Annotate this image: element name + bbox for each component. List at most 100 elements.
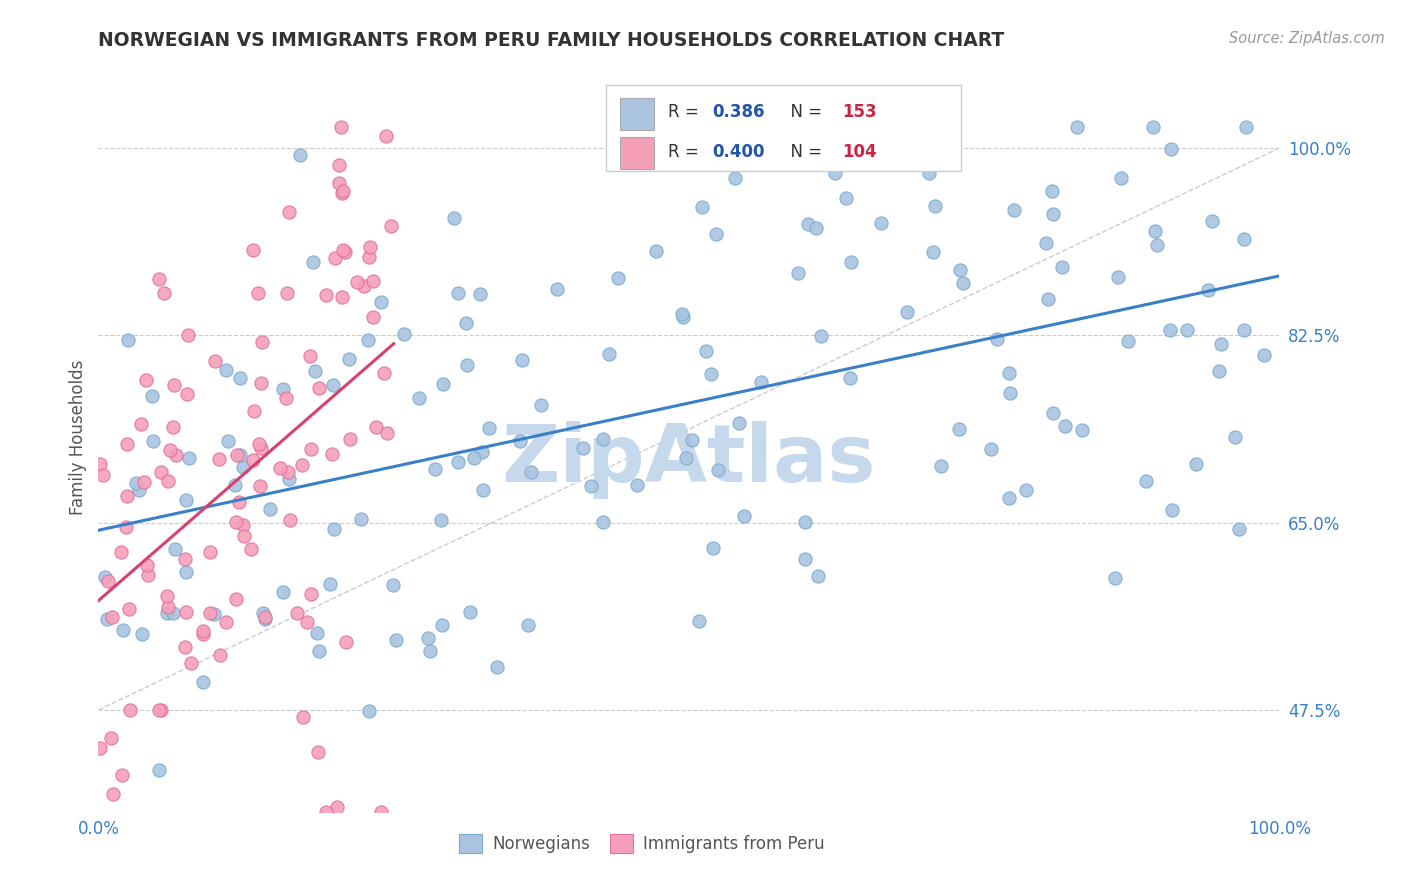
Point — [254, 610, 277, 624]
Point — [486, 660, 509, 674]
Point — [429, 513, 451, 527]
Legend: Norwegians, Immigrants from Peru: Norwegians, Immigrants from Peru — [451, 827, 831, 860]
Point — [208, 452, 231, 467]
Point — [1015, 483, 1038, 497]
Point — [728, 416, 751, 430]
Point — [468, 286, 491, 301]
Point — [1160, 142, 1182, 156]
Point — [295, 615, 318, 630]
Point — [787, 266, 810, 280]
Point — [929, 459, 952, 474]
Point — [463, 451, 485, 466]
Point — [198, 606, 221, 620]
Point — [291, 458, 314, 472]
Point — [793, 515, 815, 529]
Point — [419, 644, 441, 658]
Point — [1227, 522, 1250, 536]
Point — [546, 282, 568, 296]
Point — [285, 606, 308, 620]
Text: R =: R = — [668, 143, 703, 161]
Point — [101, 609, 124, 624]
Text: Source: ZipAtlas.com: Source: ZipAtlas.com — [1229, 31, 1385, 46]
Point — [156, 600, 179, 615]
Point — [259, 502, 281, 516]
Point — [361, 274, 384, 288]
Point — [695, 344, 717, 359]
Point — [471, 483, 494, 498]
Point — [288, 148, 311, 162]
Point — [179, 450, 201, 465]
Point — [225, 591, 247, 606]
Point — [1185, 457, 1208, 471]
Point — [224, 478, 246, 492]
Point — [308, 643, 330, 657]
Point — [253, 612, 276, 626]
Point — [249, 441, 271, 455]
Point — [215, 615, 238, 630]
Point — [226, 448, 249, 462]
Point — [111, 624, 134, 638]
Point — [471, 445, 494, 459]
Point — [702, 541, 724, 555]
Point — [749, 375, 772, 389]
Point — [626, 478, 648, 492]
Point — [131, 627, 153, 641]
Point — [242, 244, 264, 258]
Point — [998, 491, 1021, 505]
FancyBboxPatch shape — [606, 85, 960, 171]
Text: NORWEGIAN VS IMMIGRANTS FROM PERU FAMILY HOUSEHOLDS CORRELATION CHART: NORWEGIAN VS IMMIGRANTS FROM PERU FAMILY… — [98, 31, 1005, 50]
Point — [252, 606, 274, 620]
Point — [592, 432, 614, 446]
Point — [215, 362, 238, 376]
Point — [332, 185, 354, 199]
Point — [135, 373, 157, 387]
Point — [361, 310, 384, 324]
Point — [148, 702, 170, 716]
Text: 153: 153 — [842, 103, 877, 121]
Point — [156, 606, 179, 620]
Point — [228, 495, 250, 509]
Point — [302, 255, 325, 269]
Point — [1000, 385, 1022, 400]
Point — [380, 219, 402, 233]
Point — [1066, 120, 1088, 134]
Point — [233, 529, 256, 543]
FancyBboxPatch shape — [620, 137, 654, 169]
Point — [193, 624, 215, 639]
Point — [323, 252, 346, 266]
Point — [478, 420, 501, 434]
Point — [1050, 260, 1073, 274]
Point — [101, 787, 124, 801]
Point — [321, 447, 343, 461]
Point — [335, 635, 357, 649]
Point — [96, 611, 118, 625]
Point — [239, 542, 262, 557]
Point — [110, 544, 132, 558]
Point — [1146, 238, 1168, 252]
Point — [156, 589, 179, 603]
Point — [1135, 474, 1157, 488]
Text: N =: N = — [780, 143, 827, 161]
Point — [299, 442, 322, 457]
Point — [432, 376, 454, 391]
Point — [1161, 503, 1184, 517]
Point — [1042, 207, 1064, 221]
Point — [292, 710, 315, 724]
Point — [1144, 224, 1167, 238]
Point — [129, 417, 152, 432]
Point — [111, 768, 134, 782]
Point — [350, 512, 373, 526]
Point — [276, 391, 298, 405]
Text: R =: R = — [668, 103, 703, 121]
Point — [337, 351, 360, 366]
Point — [581, 478, 603, 492]
Point — [269, 461, 291, 475]
Point — [839, 371, 862, 385]
Point — [278, 513, 301, 527]
Point — [364, 420, 387, 434]
Point — [326, 800, 349, 814]
Point — [148, 272, 170, 286]
Point — [142, 434, 165, 449]
Point — [1070, 423, 1092, 437]
Point — [136, 568, 159, 582]
